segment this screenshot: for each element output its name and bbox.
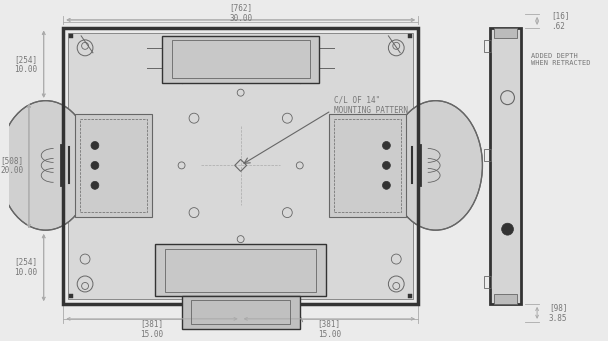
Text: [381]
15.00: [381] 15.00 xyxy=(140,319,164,339)
Circle shape xyxy=(382,161,390,169)
Bar xyxy=(484,149,491,161)
Bar xyxy=(330,114,406,217)
Bar xyxy=(162,36,319,83)
Bar xyxy=(69,294,73,298)
Bar xyxy=(494,294,517,304)
Text: ADDED DEPTH
WHEN RETRACTED: ADDED DEPTH WHEN RETRACTED xyxy=(531,53,591,66)
Text: [16]
.62: [16] .62 xyxy=(551,11,569,31)
Bar xyxy=(68,33,413,299)
Bar xyxy=(408,34,412,38)
Bar xyxy=(155,244,326,296)
Text: [98]
3.85: [98] 3.85 xyxy=(549,303,567,323)
Circle shape xyxy=(91,161,99,169)
Circle shape xyxy=(382,181,390,189)
Text: [254]
10.00: [254] 10.00 xyxy=(15,257,38,277)
Bar xyxy=(165,249,317,292)
Bar xyxy=(494,28,517,38)
Circle shape xyxy=(382,142,390,149)
Text: [381]
15.00: [381] 15.00 xyxy=(318,319,341,339)
Bar xyxy=(484,40,491,52)
Circle shape xyxy=(91,181,99,189)
Bar xyxy=(75,114,152,217)
Bar xyxy=(69,34,73,38)
Ellipse shape xyxy=(389,101,482,230)
Bar xyxy=(192,300,290,324)
Bar xyxy=(182,296,300,329)
Bar xyxy=(80,119,147,212)
Bar xyxy=(408,294,412,298)
Circle shape xyxy=(91,142,99,149)
Ellipse shape xyxy=(0,101,92,230)
Bar xyxy=(334,119,401,212)
Bar xyxy=(484,276,491,288)
Circle shape xyxy=(502,223,514,235)
Text: [762]
30.00: [762] 30.00 xyxy=(229,3,252,23)
Bar xyxy=(171,40,309,78)
Bar xyxy=(63,28,418,304)
Text: C/L OF 14"
MOUNTING PATTERN: C/L OF 14" MOUNTING PATTERN xyxy=(334,96,408,115)
Text: [254]
10.00: [254] 10.00 xyxy=(15,55,38,74)
Text: [508]
20.00: [508] 20.00 xyxy=(1,156,24,175)
Bar xyxy=(490,28,521,304)
